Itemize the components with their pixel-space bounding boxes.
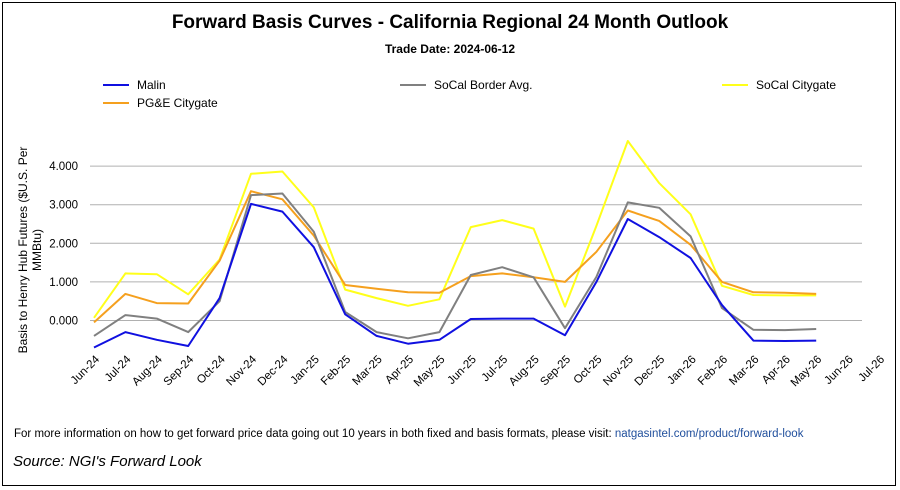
x-tick-label: May-25: [412, 354, 448, 390]
x-tick-label: Jun-24: [69, 353, 103, 387]
source-note: Source: NGI's Forward Look: [13, 453, 202, 470]
chart-title: Forward Basis Curves - California Region…: [171, 12, 729, 33]
y-tick-label: 2.000: [49, 238, 78, 250]
y-tick-label: 0.000: [49, 316, 78, 328]
x-tick-label: Feb-26: [696, 354, 730, 388]
x-tick-label: Jul-25: [480, 354, 511, 385]
legend-label: PG&E Citygate: [137, 96, 218, 110]
y-tick-label: 3.000: [49, 200, 78, 212]
x-tick-label: Jun-25: [446, 354, 479, 387]
x-axis-ticks: Jun-24 Jul-24Aug-24Sep-24Oct-24Nov-24Dec-…: [69, 353, 887, 389]
x-tick-label: Jul-26: [856, 354, 887, 385]
legend: Malin SoCal Border Avg. SoCal Citygate PG&E…: [103, 78, 836, 110]
x-tick-label: Aug-24: [130, 353, 165, 388]
x-tick-label: Jan-25: [289, 354, 322, 387]
y-tick-label: 4.000: [49, 161, 78, 173]
x-tick-label: Dec-25: [633, 354, 668, 389]
series-lines: [93, 140, 817, 349]
series-line-malin: [93, 202, 817, 349]
x-tick-label: Jun-26: [822, 354, 855, 387]
x-tick-label: Oct-24: [195, 353, 228, 386]
x-tick-label: Sep-25: [538, 354, 573, 389]
legend-label: SoCal Border Avg.: [434, 78, 533, 92]
info-text: For more information on how to get forwa…: [14, 428, 803, 440]
info-message: For more information on how to get forwa…: [14, 428, 615, 440]
x-tick-label: Oct-25: [572, 354, 605, 387]
x-tick-label: Mar-26: [727, 354, 761, 388]
x-tick-label: Apr-26: [760, 354, 793, 387]
x-tick-label: Dec-24: [256, 353, 291, 388]
x-tick-label: May-26: [789, 354, 825, 390]
legend-label: Malin: [137, 78, 166, 92]
x-tick-label: Feb-25: [319, 354, 353, 388]
x-tick-label: Jan-26: [665, 354, 698, 387]
x-tick-label: Nov-24: [224, 353, 259, 388]
y-axis-ticks: 0.000 1.000 2.000 3.000 4.000: [49, 161, 78, 327]
x-tick-label: Apr-25: [383, 354, 416, 387]
x-tick-label: Sep-24: [162, 353, 197, 388]
series-line-pg-e-citygate: [93, 190, 817, 324]
legend-label: SoCal Citygate: [756, 78, 836, 92]
x-tick-label: Aug-25: [507, 354, 542, 389]
x-tick-label: Mar-25: [350, 354, 384, 388]
x-tick-label: Nov-25: [601, 354, 636, 389]
forward-look-link[interactable]: natgasintel.com/product/forward-look: [614, 428, 804, 440]
series-line-socal-citygate: [93, 140, 817, 319]
y-tick-label: 1.000: [49, 277, 78, 289]
chart-subtitle: Trade Date: 2024-06-12: [384, 42, 516, 56]
gridlines: [90, 165, 862, 321]
